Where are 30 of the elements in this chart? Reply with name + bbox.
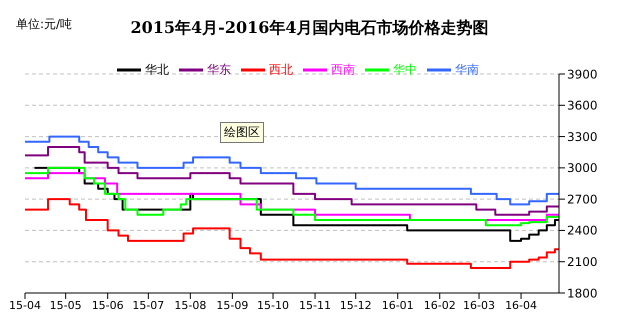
- x-tick-label: 16-01: [382, 298, 414, 312]
- y-tick-label: 1800: [567, 286, 598, 300]
- y-tick-label: 2400: [567, 224, 598, 238]
- legend-label: 华中: [393, 62, 417, 76]
- x-tick-label: 15-09: [216, 298, 248, 312]
- y-tick-label: 3300: [567, 130, 598, 144]
- x-tick-label: 15-12: [340, 298, 372, 312]
- y-tick-label: 3600: [567, 98, 598, 113]
- x-tick-label: 15-11: [299, 298, 332, 312]
- y-tick-label: 2100: [567, 254, 598, 269]
- legend-label: 西南: [331, 62, 355, 76]
- y-tick-label: 3900: [567, 67, 598, 82]
- x-tick-label: 15-08: [174, 298, 206, 312]
- x-tick-label: 16-02: [424, 298, 456, 312]
- x-tick-label: 16-03: [463, 298, 496, 312]
- y-tick-label: 3000: [567, 161, 598, 176]
- x-tick-label: 16-04: [505, 298, 538, 312]
- chart-title: 2015年4月-2016年4月国内电石市场价格走势图: [130, 18, 488, 37]
- legend-label: 西北: [269, 62, 293, 76]
- y-axis-title: 单位:元/吨: [16, 16, 72, 33]
- legend-label: 华东: [207, 62, 231, 76]
- x-tick-label: 15-06: [92, 298, 124, 312]
- legend-label: 华南: [455, 62, 479, 76]
- y-tick-label: 2700: [567, 192, 598, 206]
- plot-area-tooltip: 绘图区: [220, 122, 264, 143]
- x-tick-label: 15-07: [132, 298, 164, 312]
- x-tick-label: 15-05: [50, 298, 82, 312]
- legend-label: 华北: [145, 62, 169, 76]
- x-tick-label: 15-10: [257, 298, 290, 312]
- x-tick-label: 15-04: [9, 298, 41, 312]
